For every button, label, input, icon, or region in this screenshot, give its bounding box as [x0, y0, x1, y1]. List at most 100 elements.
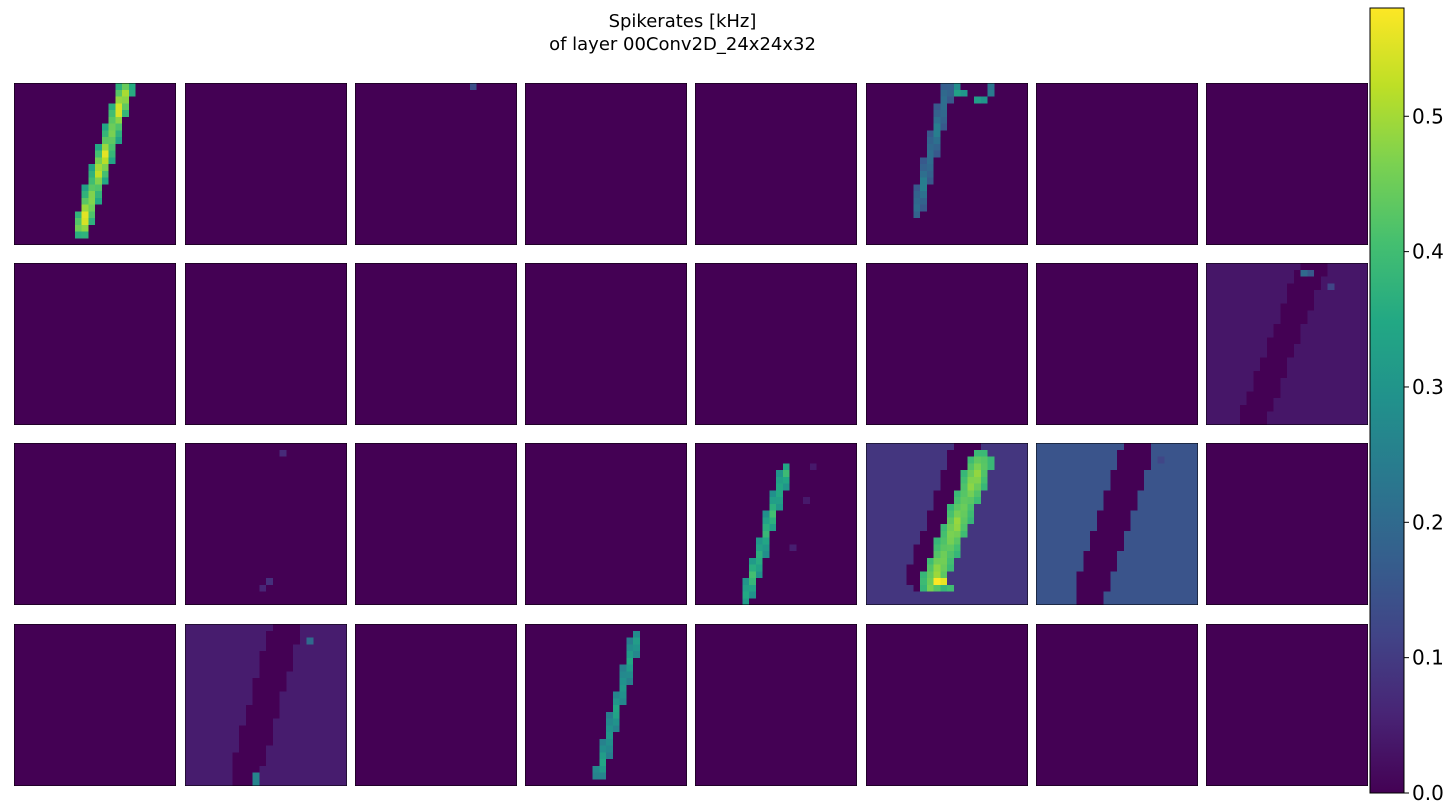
heatmap-cell [920, 557, 927, 565]
heatmap-cell [926, 564, 934, 572]
heatmap-cell [953, 443, 961, 450]
feature-map-19 [525, 443, 687, 605]
heatmap-cell [926, 544, 934, 552]
heatmap-cell [619, 691, 627, 699]
feature-map-frame [525, 263, 687, 425]
heatmap-cell [619, 698, 627, 706]
heatmap-cell [1260, 364, 1267, 372]
feature-map-30 [1036, 624, 1198, 786]
heatmap-cell [947, 490, 954, 498]
heatmap-cell [906, 571, 914, 579]
heatmap-cell [1314, 276, 1321, 284]
feature-map-23 [1206, 443, 1368, 605]
heatmap-cell [626, 651, 634, 658]
heatmap-cell [1076, 584, 1084, 592]
heatmap-cell [933, 143, 941, 151]
heatmap-cell [88, 191, 96, 198]
heatmap-cell [762, 551, 770, 558]
heatmap-cell [272, 684, 280, 692]
heatmap-cell [306, 637, 314, 645]
heatmap-cell [1266, 404, 1274, 412]
heatmap-cell [266, 651, 273, 658]
heatmap-cell [769, 497, 777, 504]
heatmap-cell [960, 503, 968, 511]
heatmap-cell [95, 143, 102, 151]
heatmap-cell [108, 116, 116, 124]
heatmap-cell [782, 483, 790, 491]
heatmap-cell [74, 231, 82, 239]
feature-map-frame [355, 443, 517, 605]
heatmap-cell [1110, 497, 1118, 504]
heatmap-cell [266, 657, 273, 665]
heatmap-cell [1273, 337, 1281, 345]
heatmap-cell [926, 157, 934, 165]
heatmap-cell [920, 164, 927, 171]
heatmap-cell [279, 671, 287, 679]
heatmap-cell [259, 584, 267, 592]
heatmap-cell [1117, 510, 1124, 518]
heatmap-cell [1137, 463, 1145, 471]
feature-map-20 [695, 443, 857, 605]
feature-map-background [355, 443, 517, 605]
heatmap-cell [1090, 598, 1097, 605]
heatmap-cell [266, 732, 273, 739]
heatmap-cell [1117, 497, 1124, 504]
heatmap-cell [1083, 571, 1091, 579]
colorbar-tick-label: 0.1 [1412, 646, 1444, 670]
heatmap-cell [987, 463, 995, 471]
feature-map-frame [355, 624, 517, 786]
heatmap-cell [1253, 418, 1261, 425]
heatmap-cell [81, 231, 89, 239]
feature-map-7 [1206, 83, 1368, 245]
heatmap-cell [272, 691, 280, 699]
heatmap-cell [272, 651, 280, 658]
heatmap-cell [1266, 364, 1274, 372]
heatmap-cell [1117, 490, 1124, 498]
heatmap-cell [122, 89, 129, 97]
heatmap-cell [115, 123, 123, 131]
heatmap-cell [960, 463, 968, 471]
heatmap-cell [926, 150, 934, 158]
feature-map-18 [355, 443, 517, 605]
heatmap-cell [81, 204, 89, 212]
heatmap-cell [252, 772, 260, 780]
heatmap-cell [1123, 456, 1131, 464]
feature-map-3 [525, 83, 687, 245]
heatmap-cell [239, 738, 246, 746]
chart-title: Spikerates [kHz] [608, 11, 757, 32]
heatmap-cell [1287, 337, 1294, 345]
heatmap-cell [1083, 584, 1091, 592]
heatmap-cell [933, 564, 941, 572]
heatmap-cell [940, 517, 948, 525]
heatmap-cell [232, 752, 240, 760]
heatmap-cell [599, 745, 607, 753]
heatmap-cell [1266, 398, 1274, 405]
feature-map-background [355, 263, 517, 425]
heatmap-cell [953, 449, 961, 457]
heatmap-cell [920, 157, 927, 165]
heatmap-cell [1083, 564, 1091, 572]
heatmap-cell [266, 711, 273, 719]
heatmap-cell [266, 705, 273, 712]
heatmap-cell [245, 752, 253, 760]
heatmap-cell [286, 664, 294, 672]
heatmap-cell [1117, 483, 1124, 491]
heatmap-cell [960, 524, 968, 531]
heatmap-cell [749, 571, 756, 579]
heatmap-cell [1260, 371, 1267, 378]
heatmap-cell [1123, 483, 1131, 491]
heatmap-cell [1096, 537, 1104, 545]
heatmap-cell [1090, 591, 1097, 599]
heatmap-cell [953, 483, 961, 491]
heatmap-cell [967, 456, 975, 464]
feature-map-10 [355, 263, 517, 425]
feature-map-frame [525, 443, 687, 605]
heatmap-cell [272, 630, 280, 638]
heatmap-cell [1280, 371, 1288, 378]
heatmap-cell [1260, 384, 1267, 392]
heatmap-cell [272, 624, 280, 631]
feature-map-frame [14, 624, 176, 786]
heatmap-cell [926, 578, 934, 585]
heatmap-cell [953, 517, 961, 525]
heatmap-cell [1314, 269, 1321, 277]
